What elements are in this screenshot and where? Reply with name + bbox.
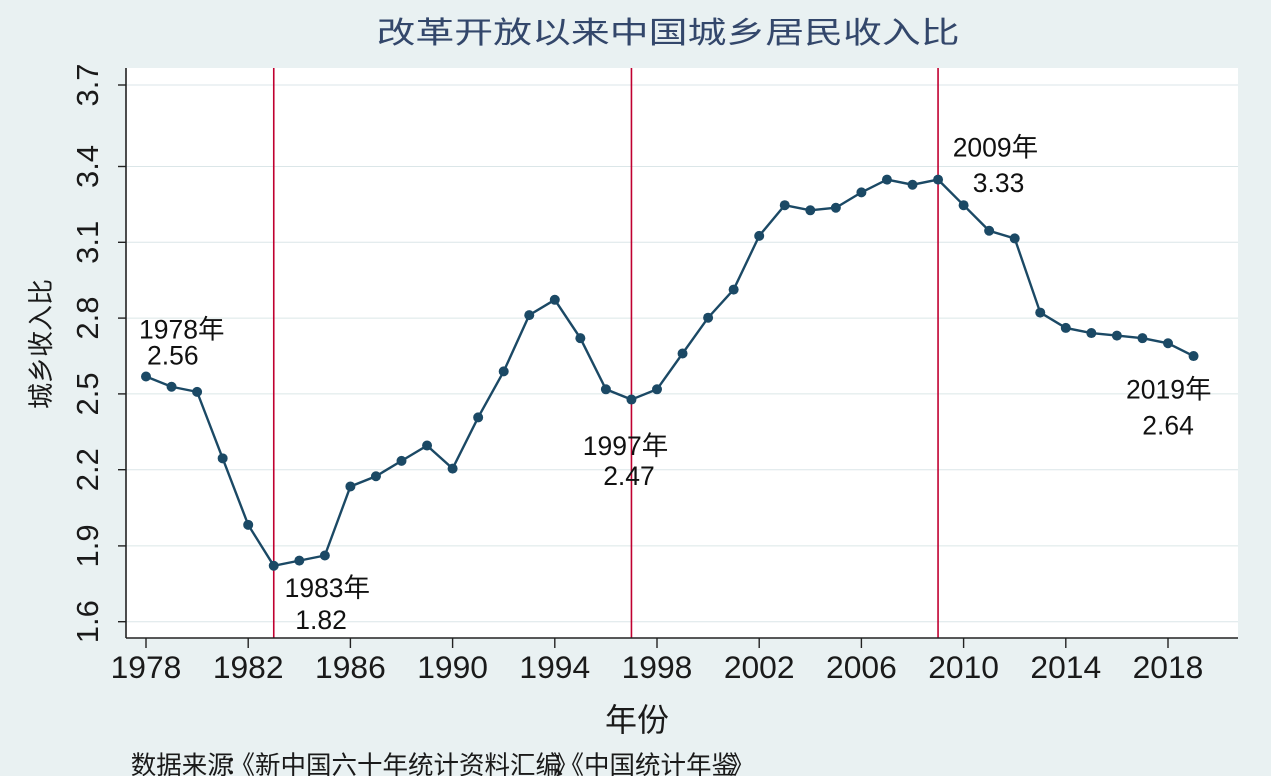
- svg-text:2009年: 2009年: [953, 132, 1038, 162]
- svg-text:1994: 1994: [519, 649, 590, 685]
- svg-text:1.9: 1.9: [70, 524, 105, 567]
- svg-text:2.64: 2.64: [1142, 411, 1194, 441]
- svg-text:年份: 年份: [605, 702, 669, 738]
- svg-text:2.47: 2.47: [603, 461, 655, 491]
- svg-text:2.2: 2.2: [70, 448, 105, 491]
- svg-text:1997年: 1997年: [583, 431, 668, 461]
- svg-text:3.4: 3.4: [70, 145, 105, 188]
- svg-text:2002: 2002: [724, 649, 795, 685]
- svg-text:城乡收入比: 城乡收入比: [26, 279, 56, 409]
- svg-text:2.5: 2.5: [70, 372, 105, 415]
- svg-text:1986: 1986: [315, 649, 386, 685]
- svg-text:2.56: 2.56: [147, 340, 199, 370]
- svg-text:数据来源：《新中国六十年统计资料汇编》、《中国统计年鉴》: 数据来源：《新中国六十年统计资料汇编》、《中国统计年鉴》: [131, 752, 755, 776]
- svg-text:3.33: 3.33: [973, 168, 1025, 198]
- svg-text:1.6: 1.6: [70, 600, 105, 643]
- svg-text:3.1: 3.1: [70, 221, 105, 264]
- svg-text:2014: 2014: [1030, 649, 1101, 685]
- svg-text:1998: 1998: [622, 649, 693, 685]
- svg-text:1978: 1978: [111, 649, 182, 685]
- svg-text:1982: 1982: [213, 649, 284, 685]
- svg-text:2.8: 2.8: [70, 297, 105, 340]
- svg-text:3.7: 3.7: [70, 63, 105, 106]
- svg-text:改革开放以来中国城乡居民收入比: 改革开放以来中国城乡居民收入比: [376, 16, 959, 50]
- svg-text:1990: 1990: [417, 649, 488, 685]
- svg-text:2006: 2006: [826, 649, 897, 685]
- svg-text:1.82: 1.82: [295, 605, 347, 635]
- svg-text:1983年: 1983年: [285, 573, 370, 603]
- svg-text:2018: 2018: [1133, 649, 1204, 685]
- svg-text:2019年: 2019年: [1126, 374, 1211, 404]
- svg-text:2010: 2010: [928, 649, 999, 685]
